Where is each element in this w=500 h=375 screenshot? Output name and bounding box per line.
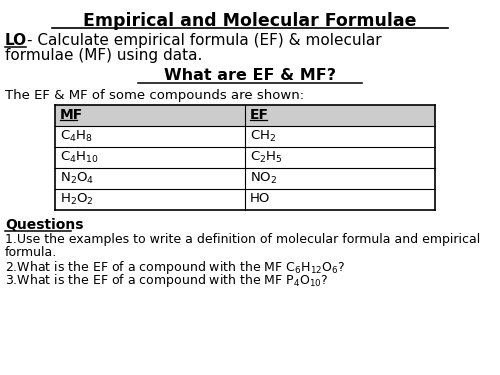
Text: Empirical and Molecular Formulae: Empirical and Molecular Formulae <box>83 12 417 30</box>
Text: formula.: formula. <box>5 246 57 259</box>
Bar <box>55 147 435 168</box>
Text: Questions: Questions <box>5 218 84 232</box>
Text: LO: LO <box>5 33 27 48</box>
Bar <box>55 126 435 147</box>
Text: EF: EF <box>250 108 269 122</box>
Text: MF: MF <box>60 108 83 122</box>
Text: 1.Use the examples to write a definition of molecular formula and empirical: 1.Use the examples to write a definition… <box>5 233 480 246</box>
Text: The EF & MF of some compounds are shown:: The EF & MF of some compounds are shown: <box>5 89 304 102</box>
Text: - Calculate empirical formula (EF) & molecular: - Calculate empirical formula (EF) & mol… <box>27 33 382 48</box>
Text: C$_4$H$_{10}$: C$_4$H$_{10}$ <box>60 150 99 165</box>
Text: NO$_2$: NO$_2$ <box>250 171 278 186</box>
Text: 2.What is the EF of a compound with the MF C$_6$H$_{12}$O$_6$?: 2.What is the EF of a compound with the … <box>5 259 345 276</box>
Bar <box>55 189 435 210</box>
Text: H$_2$O$_2$: H$_2$O$_2$ <box>60 192 94 207</box>
Text: 3.What is the EF of a compound with the MF P$_4$O$_{10}$?: 3.What is the EF of a compound with the … <box>5 272 328 289</box>
Text: C$_4$H$_8$: C$_4$H$_8$ <box>60 129 93 144</box>
Bar <box>55 105 435 126</box>
Text: formulae (MF) using data.: formulae (MF) using data. <box>5 48 202 63</box>
Text: HO: HO <box>250 192 270 205</box>
Text: CH$_2$: CH$_2$ <box>250 129 276 144</box>
Text: What are EF & MF?: What are EF & MF? <box>164 68 336 83</box>
Text: C$_2$H$_5$: C$_2$H$_5$ <box>250 150 282 165</box>
Bar <box>55 168 435 189</box>
Text: N$_2$O$_4$: N$_2$O$_4$ <box>60 171 94 186</box>
